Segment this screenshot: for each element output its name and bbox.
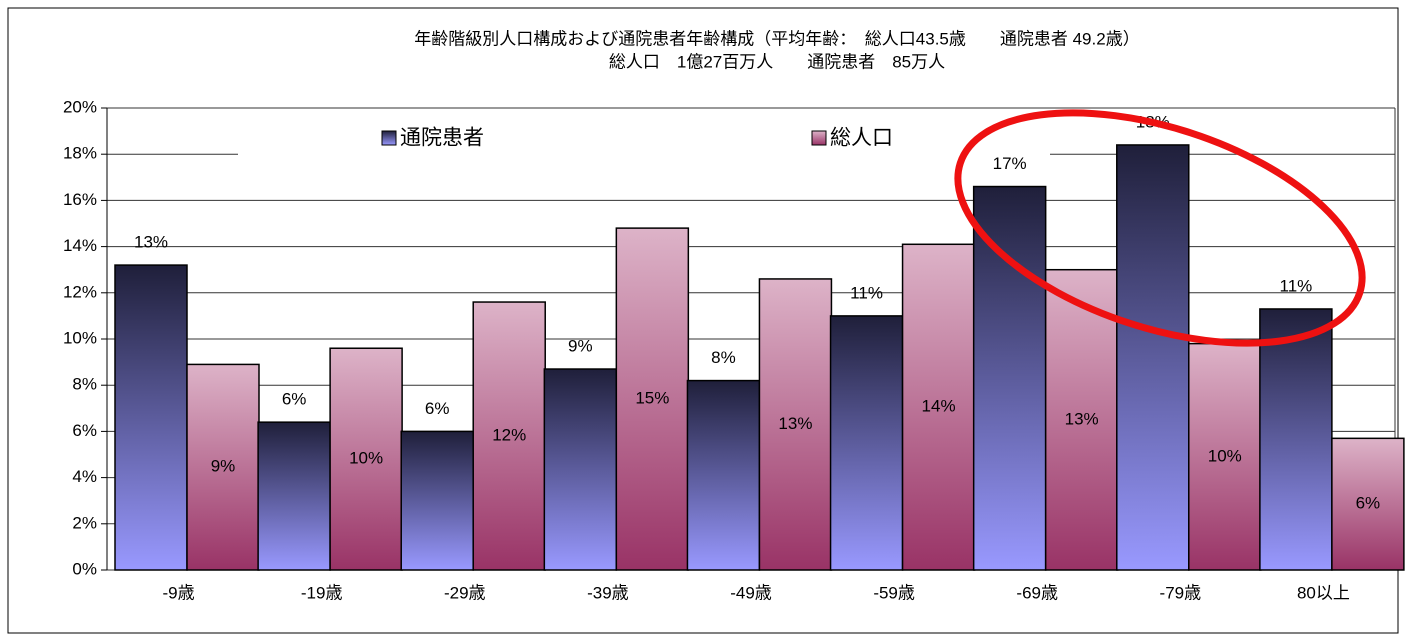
y-tick-label: 2% bbox=[72, 513, 97, 532]
value-label: 14% bbox=[922, 397, 956, 416]
value-label: 9% bbox=[211, 457, 236, 476]
legend-swatch bbox=[381, 130, 397, 146]
x-tick-label: -39歳 bbox=[587, 583, 629, 602]
x-tick-label: -19歳 bbox=[301, 583, 343, 602]
value-label: 13% bbox=[134, 233, 168, 252]
bar bbox=[543, 368, 618, 571]
value-label: 11% bbox=[850, 283, 883, 302]
y-tick-label: 4% bbox=[72, 467, 97, 486]
y-tick-label: 6% bbox=[72, 421, 97, 440]
y-tick-label: 12% bbox=[63, 282, 97, 301]
value-label: 6% bbox=[1356, 494, 1381, 513]
y-tick-label: 20% bbox=[63, 97, 97, 116]
highlight-ellipse bbox=[954, 109, 1366, 347]
x-tick-label: -29歳 bbox=[444, 583, 486, 602]
value-label: 12% bbox=[492, 426, 526, 445]
value-label: 6% bbox=[425, 399, 450, 418]
value-label: 6% bbox=[282, 390, 307, 409]
value-label: 15% bbox=[635, 389, 669, 408]
bar bbox=[400, 430, 474, 571]
bar bbox=[901, 243, 976, 571]
bar bbox=[472, 301, 546, 571]
bar bbox=[1116, 144, 1190, 571]
bar bbox=[615, 227, 690, 571]
legend-swatch bbox=[811, 130, 827, 146]
value-label: 8% bbox=[711, 348, 736, 367]
bar bbox=[829, 315, 904, 571]
bar bbox=[758, 278, 833, 571]
x-tick-label: -9歳 bbox=[162, 583, 194, 602]
bar bbox=[1331, 437, 1405, 571]
value-label: 10% bbox=[1208, 446, 1242, 465]
x-tick-label: -69歳 bbox=[1016, 583, 1058, 602]
bars: -9歳 13% 9% -19歳 6% 10% -29歳 6% 12% -39歳 9% 15% -49歳 8… bbox=[114, 112, 1405, 602]
bar bbox=[1259, 308, 1333, 571]
x-tick-label: -49歳 bbox=[730, 583, 772, 602]
chart-subtitle: 総人口 1億27百万人 通院患者 85万人 bbox=[609, 52, 945, 71]
bar bbox=[1188, 342, 1262, 571]
value-label: 11% bbox=[1280, 276, 1313, 295]
value-label: 10% bbox=[349, 449, 383, 468]
y-tick-label: 18% bbox=[63, 144, 97, 163]
y-tick-label: 8% bbox=[72, 375, 97, 394]
x-tick-label: 80以上 bbox=[1297, 583, 1350, 602]
value-label: 13% bbox=[778, 414, 812, 433]
x-tick-label: -59歳 bbox=[873, 583, 915, 602]
bar bbox=[972, 185, 1047, 571]
value-label: 13% bbox=[1065, 409, 1099, 428]
bar bbox=[186, 363, 260, 571]
value-label: 9% bbox=[568, 337, 593, 356]
y-tick-label: 10% bbox=[63, 328, 97, 347]
legend-label: 通院患者 bbox=[400, 127, 484, 150]
bar bbox=[1044, 268, 1119, 571]
value-label: 17% bbox=[993, 154, 1027, 173]
bar bbox=[114, 264, 188, 571]
legend-box bbox=[238, 124, 1050, 160]
legend-label: 総人口 bbox=[830, 127, 893, 150]
y-tick-label: 0% bbox=[72, 559, 97, 578]
x-tick-label: -79歳 bbox=[1160, 583, 1202, 602]
y-tick-label: 14% bbox=[63, 236, 97, 255]
y-tick-label: 16% bbox=[63, 190, 97, 209]
bar bbox=[329, 347, 403, 571]
bar bbox=[686, 379, 761, 571]
legend: 通院患者 総人口 bbox=[381, 127, 893, 150]
chart-title: 年齢階級別人口構成および通院患者年齢構成（平均年齢： 総人口43.5歳 通院患者… bbox=[414, 29, 1139, 48]
bar bbox=[257, 421, 331, 571]
